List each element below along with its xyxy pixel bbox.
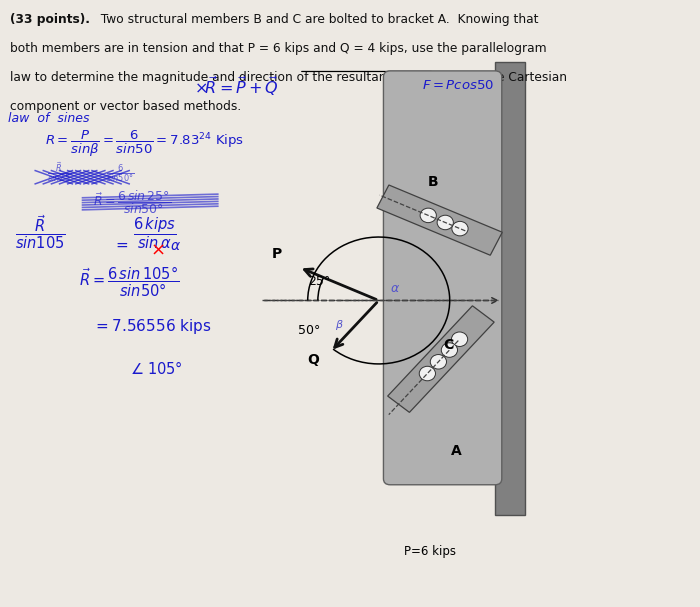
Polygon shape	[388, 306, 494, 412]
Text: $\alpha$: $\alpha$	[170, 239, 181, 253]
Text: 50°: 50°	[298, 324, 320, 337]
Circle shape	[420, 208, 436, 223]
Text: both members are in tension and that P = 6 kips and Q = 4 kips, use the parallel: both members are in tension and that P =…	[10, 42, 546, 55]
Text: C: C	[443, 338, 453, 352]
Text: $\dfrac{6\,kips}{sin\,\alpha}$: $\dfrac{6\,kips}{sin\,\alpha}$	[133, 215, 176, 251]
Text: P=6 kips: P=6 kips	[404, 546, 456, 558]
Circle shape	[419, 366, 435, 381]
Text: law  of  sines: law of sines	[8, 112, 90, 125]
Text: A: A	[451, 444, 462, 458]
Circle shape	[452, 332, 468, 347]
Circle shape	[437, 215, 454, 229]
Circle shape	[441, 343, 458, 358]
Text: Q: Q	[307, 353, 319, 367]
Text: $R = \dfrac{P}{sin\beta} = \dfrac{6}{sin50} = 7.83^{24}$ Kips: $R = \dfrac{P}{sin\beta} = \dfrac{6}{sin…	[46, 129, 244, 158]
Text: $\dfrac{\vec{R}}{sin105}$: $\dfrac{\vec{R}}{sin105}$	[15, 213, 66, 251]
Text: $\vec{R} = \dfrac{6\,sin\,25°}{sin50°}$: $\vec{R} = \dfrac{6\,sin\,25°}{sin50°}$	[92, 188, 171, 216]
Text: $\frac{\vec{R}}{sin25}$: $\frac{\vec{R}}{sin25}$	[48, 160, 71, 184]
Text: $=$: $=$	[113, 237, 129, 252]
Polygon shape	[495, 62, 526, 515]
Text: $\vec{R} = \dfrac{6\,sin\,105°}{sin50°}$: $\vec{R} = \dfrac{6\,sin\,105°}{sin50°}$	[79, 265, 179, 299]
Text: $\times$: $\times$	[150, 240, 164, 259]
Circle shape	[430, 354, 447, 369]
Text: 25°: 25°	[308, 276, 330, 288]
Text: $\times\!\vec{R} = \vec{P}+\vec{Q}$: $\times\!\vec{R} = \vec{P}+\vec{Q}$	[194, 75, 279, 98]
Circle shape	[452, 222, 468, 236]
FancyBboxPatch shape	[384, 71, 502, 485]
Text: law to determine the magnitude and direction of the resultant force.  Do not use: law to determine the magnitude and direc…	[10, 72, 566, 84]
Text: Two structural members B and C are bolted to bracket A.  Knowing that: Two structural members B and C are bolte…	[92, 13, 538, 27]
Text: (33 points).: (33 points).	[10, 13, 90, 27]
Polygon shape	[377, 185, 503, 255]
Text: component or vector based methods.: component or vector based methods.	[10, 101, 241, 114]
Text: $= 7.56556$ kips: $= 7.56556$ kips	[92, 317, 211, 336]
Text: $\frac{6}{sin50°}$: $\frac{6}{sin50°}$	[106, 162, 134, 185]
Text: $F= Pcos50$: $F= Pcos50$	[422, 79, 494, 92]
Text: $\angle\;105°$: $\angle\;105°$	[130, 360, 183, 377]
Text: B: B	[428, 175, 438, 189]
Text: α: α	[391, 282, 399, 295]
Text: P: P	[272, 247, 282, 261]
Text: β: β	[335, 320, 342, 330]
